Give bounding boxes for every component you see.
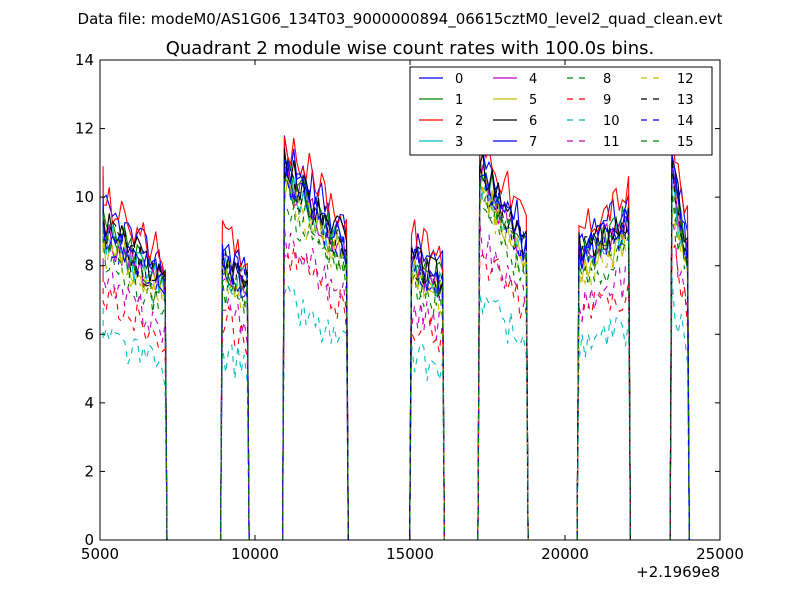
legend-label-6: 6	[529, 114, 537, 129]
x-offset-label: +2.1969e8	[636, 563, 720, 581]
series-line-9	[102, 244, 690, 541]
x-tick-label: 20000	[541, 545, 589, 563]
series-line-8	[102, 198, 690, 541]
y-tick-label: 14	[75, 51, 94, 69]
legend-frame	[409, 66, 713, 156]
y-tick-label: 8	[84, 257, 94, 275]
series-line-5	[102, 170, 690, 541]
x-tick-label: 15000	[386, 545, 434, 563]
legend-label-3: 3	[455, 135, 463, 150]
y-tick-label: 12	[75, 120, 94, 138]
series-line-1	[102, 156, 690, 541]
legend-label-4: 4	[529, 72, 537, 87]
legend-label-12: 12	[677, 72, 694, 87]
legend-label-8: 8	[603, 72, 611, 87]
x-tick-label: 25000	[696, 545, 744, 563]
x-tick-label: 10000	[231, 545, 279, 563]
y-tick-label: 6	[84, 325, 94, 343]
legend-label-7: 7	[529, 135, 537, 150]
series-line-7	[102, 154, 690, 541]
series-line-15	[102, 178, 690, 541]
y-tick-label: 4	[84, 394, 94, 412]
legend-label-9: 9	[603, 93, 611, 108]
y-tick-label: 10	[75, 188, 94, 206]
series-line-13	[102, 158, 690, 541]
series-line-10	[102, 277, 690, 541]
legend-label-1: 1	[455, 93, 463, 108]
series-line-11	[102, 219, 690, 541]
legend-label-13: 13	[677, 93, 694, 108]
legend-label-11: 11	[603, 135, 620, 150]
legend-label-14: 14	[677, 114, 694, 129]
series-line-6	[102, 148, 690, 541]
plot-area	[102, 124, 690, 541]
chart-suptitle: Data file: modeM0/AS1G06_134T03_90000008…	[78, 10, 723, 29]
legend-label-5: 5	[529, 93, 537, 108]
x-tick-label: 5000	[81, 545, 119, 563]
series-line-0	[102, 135, 690, 541]
series-line-14	[102, 159, 690, 541]
chart-title: Quadrant 2 module wise count rates with …	[166, 38, 655, 59]
legend-label-2: 2	[455, 114, 463, 129]
y-tick-label: 0	[84, 531, 94, 549]
legend-label-15: 15	[677, 135, 694, 150]
y-tick-label: 2	[84, 462, 94, 480]
legend-label-0: 0	[455, 72, 463, 87]
legend-label-10: 10	[603, 114, 620, 129]
